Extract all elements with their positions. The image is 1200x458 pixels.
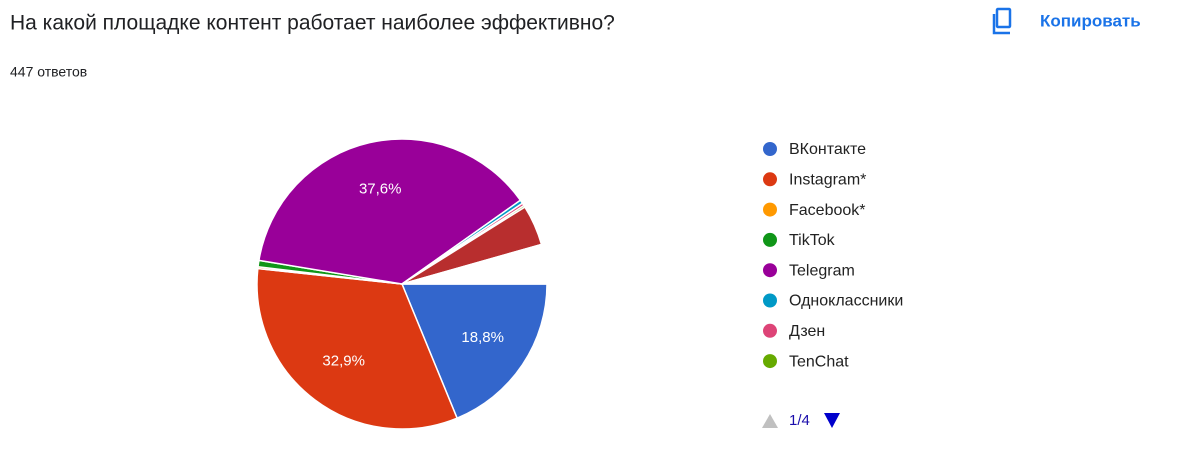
legend-swatch (763, 354, 777, 369)
legend: ВКонтакте Instagram* Facebook* TikTok Telegr… (763, 141, 903, 370)
pie-slice (256, 267, 459, 430)
legend-prev[interactable] (762, 414, 778, 428)
legend-label: ВКонтакте (789, 141, 866, 158)
pie-slice (401, 243, 548, 285)
slice-label: 18,8% (461, 329, 504, 346)
legend-swatch (763, 142, 777, 156)
legend-label: Дзен (789, 323, 825, 340)
chart-title: На какой площадке контент работает наибо… (10, 12, 615, 35)
slice-label: 32,9% (322, 353, 365, 370)
legend-swatch (763, 202, 777, 217)
copy-icon-back (992, 14, 1010, 35)
legend-swatch (763, 172, 777, 187)
legend-swatch (763, 263, 777, 278)
legend-label: Instagram* (789, 172, 866, 189)
response-count: 447 ответов (10, 64, 87, 80)
legend-next[interactable] (824, 413, 840, 428)
legend-label: TikTok (789, 232, 836, 249)
legend-page: 1/4 (789, 412, 810, 429)
pie-slice (400, 283, 548, 420)
legend-label: Telegram (789, 262, 855, 279)
copy-button[interactable]: Копировать (992, 7, 1141, 35)
legend-label: TenChat (789, 353, 849, 370)
legend-swatch (763, 293, 777, 308)
pie-slice (258, 138, 522, 285)
legend-swatch (763, 323, 777, 338)
pie: 18,8% 32,9% 37,6% (256, 138, 548, 430)
legend-label: Facebook* (789, 202, 866, 219)
copy-label: Копировать (1040, 11, 1141, 30)
legend-swatch (763, 232, 777, 247)
legend-label: Одноклассники (789, 293, 903, 310)
slice-label: 37,6% (359, 180, 402, 197)
copy-icon (995, 7, 1012, 29)
